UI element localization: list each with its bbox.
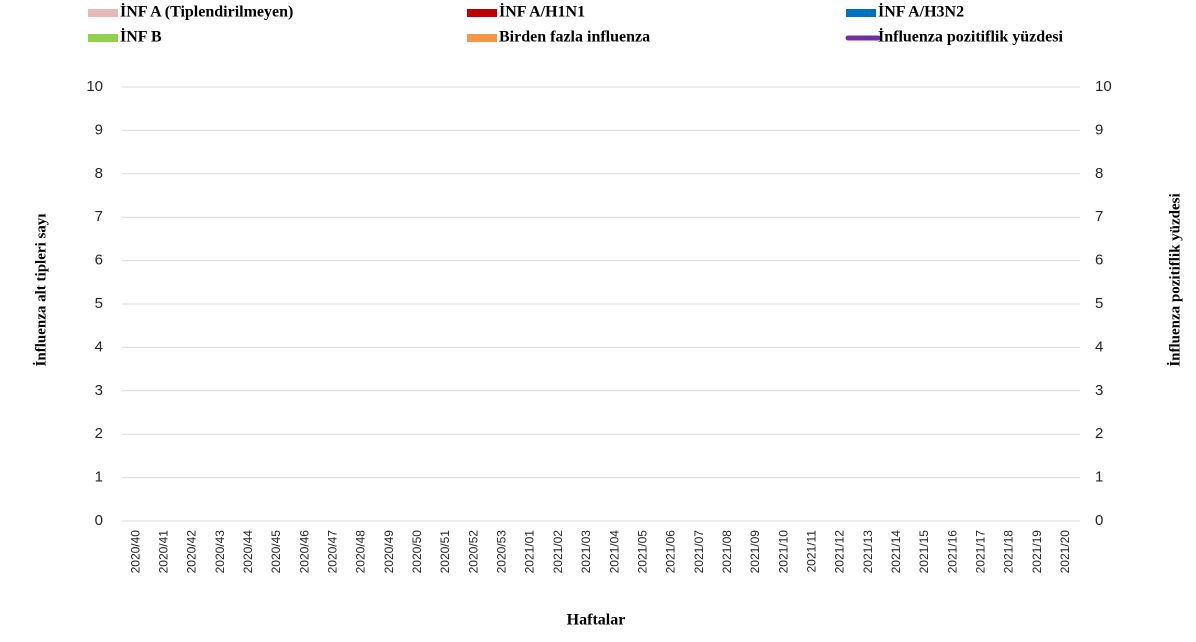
y2-tick-label: 9 [1095,121,1103,138]
x-tick-label: 2021/14 [889,530,903,574]
y2-tick-label: 4 [1095,338,1103,355]
x-tick-label: 2021/03 [579,530,593,574]
legend-label: İNF A (Tiplendirilmeyen) [120,2,293,21]
x-tick-label: 2021/18 [1002,530,1016,574]
x-tick-label: 2021/01 [523,530,537,574]
x-tick-label: 2020/43 [213,530,227,574]
x-tick-label: 2020/50 [410,530,424,574]
x-tick-label: 2021/04 [607,530,621,574]
x-tick-label: 2021/02 [551,530,565,574]
x-tick-label: 2021/19 [1030,530,1044,574]
x-tick-label: 2020/40 [128,530,142,574]
x-tick-label: 2021/12 [833,530,847,574]
x-tick-label: 2021/06 [664,530,678,574]
legend-swatch [467,9,497,17]
x-tick-label: 2021/17 [974,530,988,574]
y-tick-label: 0 [95,512,103,529]
x-tick-label: 2020/45 [269,530,283,574]
legend-swatch [88,9,118,17]
x-axis-title: Haftalar [567,612,626,629]
y2-tick-label: 3 [1095,382,1103,399]
y2-tick-label: 0 [1095,512,1103,529]
y-axis-title: İnfluenza alt tipleri sayı [32,214,49,367]
y-tick-label: 10 [86,78,103,95]
x-tick-label: 2021/09 [748,530,762,574]
y-tick-label: 4 [95,338,103,355]
y2-tick-label: 7 [1095,208,1103,225]
y-tick-label: 7 [95,208,103,225]
legend-label: İNF A/H1N1 [499,2,585,21]
y-tick-label: 2 [95,425,103,442]
legend-label: İNF A/H3N2 [878,2,964,21]
legend-swatch [467,34,497,42]
x-tick-label: 2020/41 [156,530,170,574]
x-tick-label: 2020/47 [325,530,339,574]
x-tick-label: 2020/53 [495,530,509,574]
x-tick-label: 2021/20 [1058,530,1072,574]
y2-tick-label: 5 [1095,295,1103,312]
x-tick-label: 2020/51 [438,530,452,574]
y2-tick-label: 8 [1095,165,1103,182]
y-tick-label: 8 [95,165,103,182]
y-tick-label: 5 [95,295,103,312]
x-tick-label: 2020/52 [466,530,480,574]
x-tick-label: 2020/49 [382,530,396,574]
x-tick-label: 2021/15 [917,530,931,574]
legend-label: Birden fazla influenza [499,29,650,46]
y2-tick-label: 6 [1095,252,1103,269]
legend-swatch [846,9,876,17]
x-tick-label: 2021/10 [776,530,790,574]
x-tick-label: 2021/16 [945,530,959,574]
y2-tick-label: 10 [1095,78,1112,95]
x-tick-label: 2021/05 [635,530,649,574]
y2-tick-label: 1 [1095,469,1103,486]
x-tick-label: 2021/13 [861,530,875,574]
x-tick-label: 2020/42 [185,530,199,574]
legend-label: İnfluenza pozitiflik yüzdesi [878,27,1063,46]
x-tick-label: 2020/46 [297,530,311,574]
x-tick-label: 2021/08 [720,530,734,574]
y2-axis-title: İnfluenza pozitiflik yüzdesi [1166,193,1183,366]
y-tick-label: 9 [95,121,103,138]
x-tick-label: 2020/44 [241,530,255,574]
legend-label: İNF B [120,27,162,46]
x-tick-label: 2021/11 [804,530,818,573]
x-tick-label: 2021/07 [692,530,706,574]
y-tick-label: 1 [95,469,103,486]
y-tick-label: 6 [95,252,103,269]
legend-swatch [88,34,118,42]
y2-tick-label: 2 [1095,425,1103,442]
y-tick-label: 3 [95,382,103,399]
x-tick-label: 2020/48 [354,530,368,574]
